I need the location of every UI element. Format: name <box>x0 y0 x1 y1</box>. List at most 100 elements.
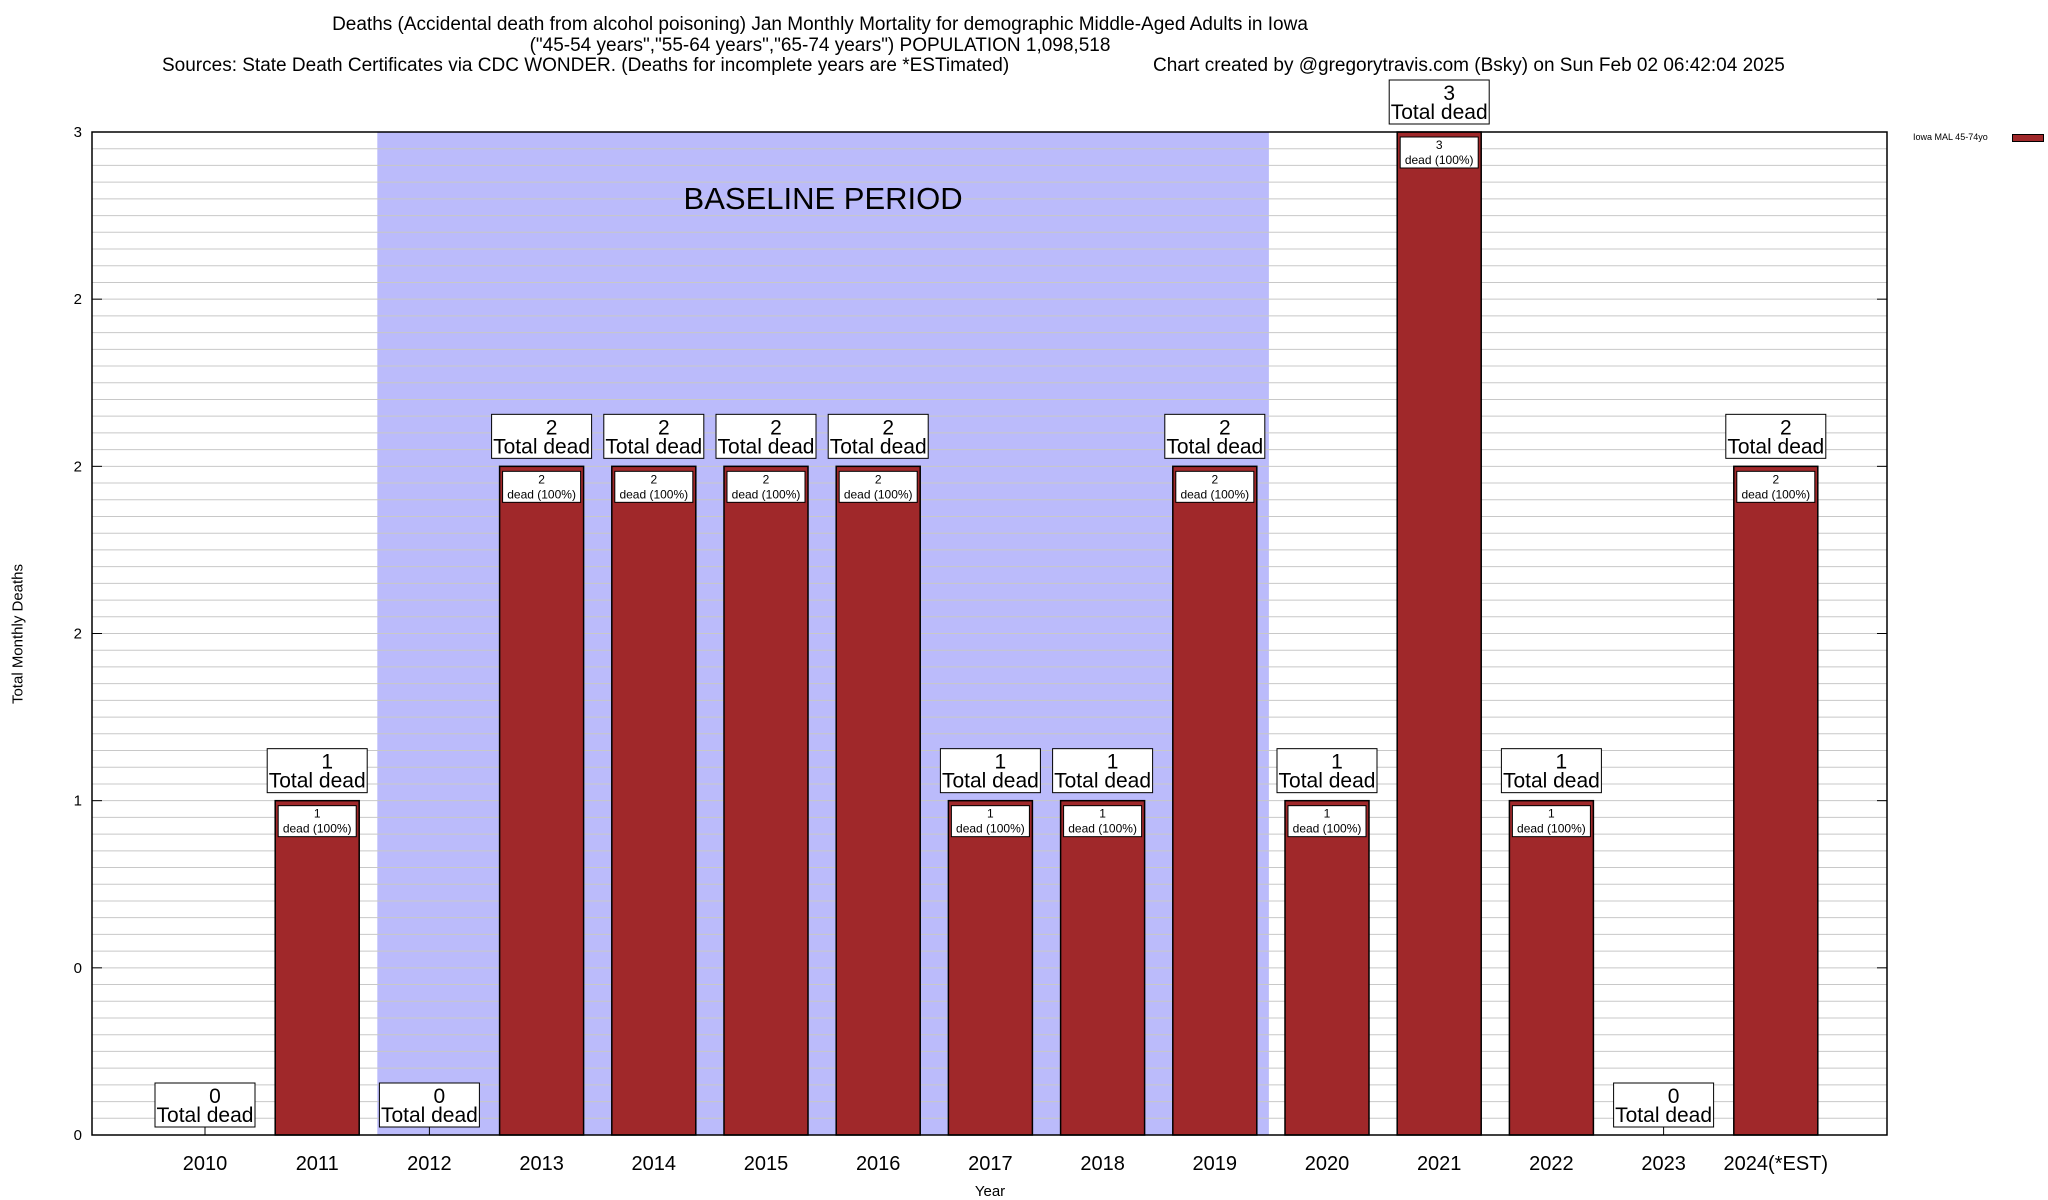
total-dead-label: Total dead <box>830 435 927 458</box>
bar-value-box <box>726 470 806 503</box>
bar-percent-label: dead (100%) <box>1741 487 1810 501</box>
total-label-box <box>1500 748 1602 794</box>
x-tick-label: 2011 <box>296 1153 339 1175</box>
bar-value-box <box>1511 805 1591 838</box>
bar-percent-label: dead (100%) <box>1068 822 1137 836</box>
legend-swatch <box>2012 134 2044 142</box>
x-tick-label: 2023 <box>1641 1153 1686 1175</box>
total-value-label: 2 <box>1219 416 1231 439</box>
bar-percent-label: dead (100%) <box>956 822 1025 836</box>
total-label-box <box>715 413 817 459</box>
total-label-box <box>491 413 593 459</box>
y-tick-label: 2 <box>74 458 82 475</box>
bar-value-label: 2 <box>1772 472 1779 486</box>
total-dead-label: Total dead <box>269 770 366 793</box>
total-dead-label: Total dead <box>1166 435 1263 458</box>
chart-subtitle: ("45-54 years","55-64 years","65-74 year… <box>529 35 1111 56</box>
x-tick-label: 2010 <box>183 1153 228 1175</box>
bar-value-box <box>1063 805 1143 838</box>
bar-percent-label: dead (100%) <box>732 487 801 501</box>
x-tick-label: 2014 <box>632 1153 677 1175</box>
legend-label: Iowa MAL 45-74yo <box>1913 132 1988 142</box>
total-dead-label: Total dead <box>1727 435 1824 458</box>
plot-frame <box>91 131 1888 1136</box>
bar <box>498 465 585 1136</box>
x-tick-label: 2016 <box>856 1153 901 1175</box>
x-tick-label: 2017 <box>968 1153 1013 1175</box>
total-label-box <box>1164 413 1266 459</box>
bar-value-box <box>838 470 918 503</box>
bar <box>947 799 1034 1136</box>
bar <box>274 799 360 1136</box>
bar <box>1172 465 1258 1136</box>
total-dead-label: Total dead <box>718 435 815 458</box>
bar-value-label: 2 <box>763 472 770 486</box>
bar-percent-label: dead (100%) <box>283 822 352 836</box>
total-dead-label: Total dead <box>157 1104 254 1127</box>
bar-percent-label: dead (100%) <box>1293 822 1362 836</box>
total-dead-label: Total dead <box>942 770 1039 793</box>
bar-value-label: 2 <box>538 472 545 486</box>
x-tick-label: 2013 <box>519 1153 564 1175</box>
total-label-box <box>1276 748 1378 794</box>
total-label-box <box>1388 79 1490 125</box>
total-value-label: 2 <box>1780 416 1792 439</box>
total-value-label: 2 <box>882 416 894 439</box>
bar-value-label: 1 <box>987 807 994 821</box>
total-dead-label: Total dead <box>1279 770 1376 793</box>
baseline-period-label: BASELINE PERIOD <box>684 181 963 216</box>
bar-value-box <box>502 470 582 503</box>
bar-value-label: 1 <box>314 807 321 821</box>
bar-value-box <box>1175 470 1255 503</box>
bar <box>1059 799 1146 1136</box>
total-value-label: 0 <box>209 1085 221 1108</box>
total-value-label: 1 <box>1331 751 1343 774</box>
bar <box>723 465 809 1136</box>
total-dead-label: Total dead <box>1615 1104 1712 1127</box>
bar-percent-label: dead (100%) <box>1405 153 1474 167</box>
bar <box>1284 799 1370 1136</box>
total-label-box <box>827 413 929 459</box>
x-tick-label: 2024(*EST) <box>1724 1153 1829 1175</box>
x-tick-label: 2020 <box>1305 1153 1350 1175</box>
y-tick-label: 3 <box>74 124 82 141</box>
bar-value-label: 3 <box>1436 138 1443 152</box>
x-tick-label: 2022 <box>1529 1153 1574 1175</box>
total-dead-label: Total dead <box>1503 770 1600 793</box>
x-tick-label: 2019 <box>1193 1153 1238 1175</box>
y-tick-label: 2 <box>74 291 82 308</box>
bar-value-box <box>1287 805 1367 838</box>
bar-percent-label: dead (100%) <box>619 487 688 501</box>
bar-percent-label: dead (100%) <box>844 487 913 501</box>
total-label-box <box>603 413 705 459</box>
bar <box>835 465 921 1136</box>
bar-percent-label: dead (100%) <box>1517 822 1586 836</box>
y-tick-label: 1 <box>74 793 82 810</box>
total-dead-label: Total dead <box>605 435 702 458</box>
total-value-label: 3 <box>1443 82 1455 105</box>
bar-value-box <box>1736 470 1816 503</box>
bar-value-box <box>277 805 357 838</box>
total-label-box <box>1052 748 1154 794</box>
bar-value-label: 1 <box>1324 807 1331 821</box>
total-value-label: 2 <box>658 416 670 439</box>
total-value-label: 2 <box>546 416 558 439</box>
total-label-box <box>1613 1082 1715 1128</box>
bar-value-box <box>1399 136 1479 169</box>
y-axis-label: Total Monthly Deaths <box>9 563 27 705</box>
bar-value-box <box>614 470 694 503</box>
total-value-label: 1 <box>1107 751 1119 774</box>
bar-percent-label: dead (100%) <box>1180 487 1249 501</box>
y-tick-label: 2 <box>74 626 82 643</box>
total-label-box <box>939 748 1041 794</box>
bar <box>611 465 697 1136</box>
bar <box>1396 131 1482 1136</box>
total-value-label: 0 <box>1668 1085 1680 1108</box>
total-value-label: 0 <box>434 1085 446 1108</box>
chart-credit: Chart created by @gregorytravis.com (Bsk… <box>1153 55 1785 76</box>
x-tick-label: 2018 <box>1080 1153 1125 1175</box>
bar-value-label: 1 <box>1548 807 1555 821</box>
total-label-box <box>1725 413 1827 459</box>
